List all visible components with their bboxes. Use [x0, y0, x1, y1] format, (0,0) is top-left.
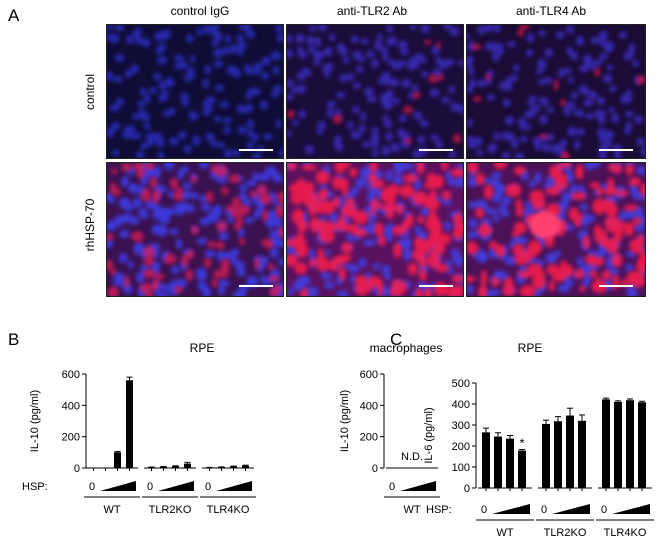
micrograph-image: [107, 25, 283, 158]
y-tick-label: 200: [452, 441, 470, 453]
chart-title: RPE: [518, 341, 543, 355]
micrograph-image: [287, 25, 463, 158]
dose-wedge: [216, 481, 252, 491]
bar: [602, 399, 610, 488]
bar: [242, 465, 249, 468]
y-tick-label: 400: [452, 399, 470, 411]
dose-zero-label: 0: [481, 504, 487, 516]
y-tick-label: 400: [62, 400, 80, 412]
bar: [230, 466, 237, 468]
group-label: TLR4KO: [604, 527, 647, 539]
bar: [626, 400, 634, 488]
y-tick-label: 100: [452, 462, 470, 474]
bar: [506, 438, 514, 488]
bar: [494, 436, 502, 488]
y-axis-label: IL-6 (pg/ml): [423, 407, 435, 463]
panel-b-letter: B: [8, 330, 20, 349]
group-label: WT: [103, 504, 120, 516]
chart-il10-macrophages: macrophages 0 200 400 600 IL-10 (pg/ml) 0 WT N.D…: [339, 341, 443, 516]
y-axis-label: IL-10 (pg/ml): [29, 390, 41, 452]
micrograph-anti-tlr4-rhhsp70: [466, 162, 646, 297]
column-header-anti-tlr4: anti-TLR4 Ab: [515, 4, 587, 18]
dose-zero-label: 0: [601, 504, 607, 516]
bar: [578, 420, 586, 488]
chart-il10-rpe: RPE 0 200 400 600 IL-10 (pg/ml) HSP: 0 WT 0 TLR2KO…: [22, 341, 256, 516]
bar: [554, 421, 562, 488]
dose-wedge: [400, 481, 436, 491]
group-label: TLR4KO: [207, 504, 250, 516]
column-header-control-igg: control IgG: [170, 4, 230, 18]
micrograph-control-igg-rhhsp70: [106, 162, 284, 297]
bar: [148, 467, 155, 468]
chart-title: macrophages: [370, 341, 443, 355]
bar: [482, 432, 490, 488]
dose-zero-label: 0: [89, 481, 95, 493]
micrograph-image: [467, 163, 645, 296]
nd-annotation: N.D.: [401, 451, 423, 463]
y-tick-label: 0: [74, 463, 80, 475]
bar: [114, 452, 121, 468]
dose-label: HSP:: [426, 504, 452, 516]
group-label: WT: [403, 504, 420, 516]
dose-zero-label: 0: [389, 481, 395, 493]
significance-marker: *: [519, 436, 524, 451]
y-tick-label: 600: [62, 369, 80, 381]
y-tick-label: 300: [452, 420, 470, 432]
micrograph-image: [107, 163, 283, 296]
chart-title: RPE: [190, 341, 215, 355]
micrograph-anti-tlr4-control: [466, 24, 646, 159]
group-label: TLR2KO: [544, 527, 587, 539]
dose-wedge: [100, 481, 136, 491]
row-label-rhhsp70: rhHSP-70: [83, 198, 97, 252]
bar: [518, 450, 526, 488]
dose-wedge: [492, 504, 530, 514]
bar: [638, 402, 646, 488]
bar: [542, 423, 550, 488]
y-tick-label: 600: [360, 369, 378, 381]
dose-zero-label: 0: [147, 481, 153, 493]
y-tick-label: 200: [360, 432, 378, 444]
panel-a-letter: A: [8, 6, 20, 25]
dose-wedge: [612, 504, 650, 514]
dose-wedge: [158, 481, 194, 491]
bar: [126, 380, 133, 468]
dose-zero-label: 0: [541, 504, 547, 516]
bar: [184, 463, 191, 468]
micrograph-image: [467, 25, 645, 158]
dose-wedge: [552, 504, 590, 514]
y-tick-label: 0: [372, 463, 378, 475]
chart-il6-rpe: RPE 0 100 200 300 400 500 IL-6 (pg/ml) HSP: 0 WT 0 T…: [423, 341, 654, 539]
dose-zero-label: 0: [205, 481, 211, 493]
group-label: TLR2KO: [149, 504, 192, 516]
bar: [614, 401, 622, 488]
row-label-control: control: [83, 73, 97, 111]
y-tick-label: 400: [360, 400, 378, 412]
bar: [566, 415, 574, 488]
group-label: WT: [496, 527, 513, 539]
micrograph-image: [287, 163, 463, 296]
micrograph-control-igg-control: [106, 24, 284, 159]
panel-c-letter: C: [390, 330, 403, 349]
bar: [160, 466, 167, 468]
y-tick-label: 500: [452, 378, 470, 390]
column-header-anti-tlr2: anti-TLR2 Ab: [336, 4, 408, 18]
y-axis-label: IL-10 (pg/ml): [339, 390, 351, 452]
y-tick-label: 0: [464, 483, 470, 495]
bar: [218, 467, 225, 468]
micrograph-anti-tlr2-rhhsp70: [286, 162, 464, 297]
dose-label: HSP:: [22, 481, 48, 493]
y-tick-label: 200: [62, 432, 80, 444]
micrograph-anti-tlr2-control: [286, 24, 464, 159]
bar: [172, 466, 179, 468]
